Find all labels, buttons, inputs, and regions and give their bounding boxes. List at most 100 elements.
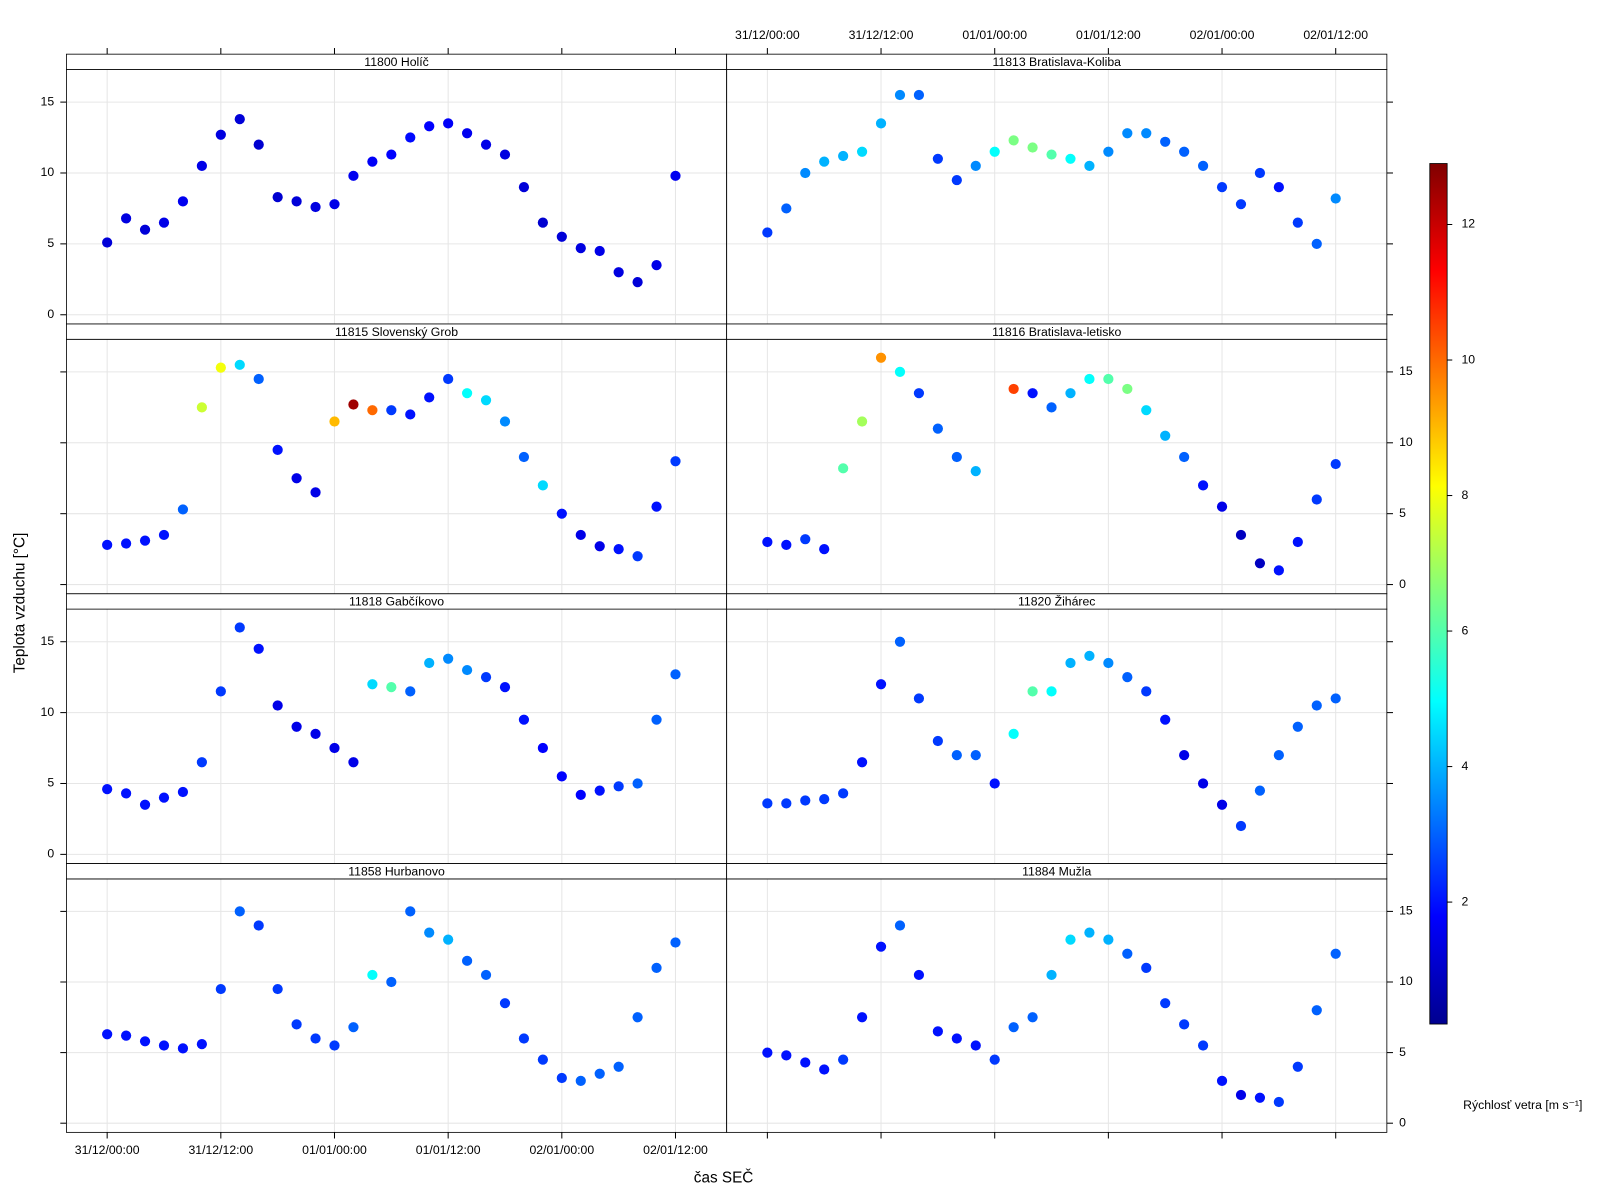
panel-title: 11816 Bratislava-letisko [992,325,1121,339]
point [405,409,416,420]
point [951,1033,962,1044]
point [1197,480,1209,491]
point [499,681,511,693]
point [1311,494,1322,505]
point [1027,388,1038,399]
point [932,153,943,164]
point [989,778,1000,789]
point [367,156,378,167]
point [1103,934,1114,945]
panel-frame [66,338,728,595]
point [1273,565,1284,576]
point [215,129,226,140]
x-tick-label: 31/12/00:00 [75,1143,140,1157]
point [875,941,887,952]
x-tick-label: 31/12/12:00 [849,28,914,42]
point [480,969,492,981]
point [1292,536,1303,548]
point [819,793,830,805]
point [1254,167,1266,179]
point [875,118,887,129]
y-tick-label: 10 [41,165,55,179]
point [951,174,962,186]
point [594,1068,605,1079]
point [1084,927,1095,938]
point [1273,1096,1284,1108]
point [139,535,151,546]
colorbar-tick-label: 10 [1461,352,1475,366]
point [1065,657,1076,669]
point [177,786,189,798]
point [139,799,151,810]
point [932,735,943,747]
point [499,416,511,427]
y-tick-label: 15 [41,634,55,648]
point [838,150,849,162]
point [1122,383,1133,395]
point [424,657,435,669]
point [819,1064,830,1075]
point [1216,501,1228,512]
point [670,669,681,680]
point [1141,405,1152,416]
y-axis-label: Teplota vzduchu [°C] [11,533,28,674]
point [1027,142,1038,153]
point [461,664,473,676]
point [762,227,773,238]
point [670,937,681,948]
point [1008,1022,1019,1033]
point [1122,672,1133,683]
point [838,463,849,474]
panel-frame [66,878,728,1133]
point [1197,1040,1209,1051]
point [1235,1089,1247,1101]
colorbar-tick-label: 2 [1461,894,1468,908]
point [894,366,906,378]
y-tick-label: 10 [1399,435,1413,449]
point [1330,693,1341,704]
colorbar-tick-label: 8 [1461,488,1468,502]
point [800,1057,811,1068]
point [894,89,906,101]
point [196,160,207,172]
point [480,672,492,683]
point [1311,238,1322,249]
point [800,534,811,545]
point [405,686,416,697]
x-tick-label: 02/01/12:00 [1303,28,1368,42]
x-axis-label: čas SEČ [694,1169,754,1186]
point [234,906,245,917]
point [537,1054,548,1065]
point [989,146,1000,157]
point [1065,153,1076,164]
point [1292,721,1303,732]
panel-frame [66,69,728,325]
point [215,362,226,373]
colorbar-tick-label: 4 [1461,759,1468,773]
panel-title: 11800 Holíč [364,55,428,69]
point [856,757,868,768]
point [1103,657,1114,669]
point [1330,458,1341,470]
point [367,405,378,416]
point [1330,193,1341,204]
point [253,643,264,654]
point [139,1036,151,1047]
point [367,969,378,981]
point [1046,402,1057,413]
point [102,784,113,795]
point [177,504,189,515]
point [1197,160,1209,172]
point [272,700,283,711]
point [913,89,925,101]
point [424,392,435,403]
point [951,451,962,463]
point [1160,714,1171,725]
point [1122,948,1133,959]
point [970,466,981,477]
point [1065,388,1076,399]
point [575,529,586,541]
x-tick-label: 01/01/12:00 [1076,28,1141,42]
point [838,788,849,799]
